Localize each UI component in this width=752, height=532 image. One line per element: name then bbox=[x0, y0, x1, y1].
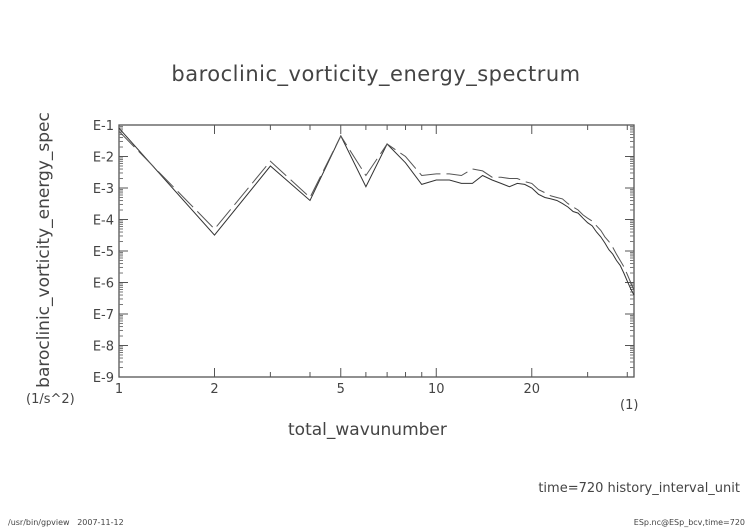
y-tick-label: E-8 bbox=[93, 340, 114, 355]
y-tick-label: E-4 bbox=[93, 214, 114, 229]
plot-frame bbox=[118, 124, 635, 378]
x-axis-label: total_wavunumber bbox=[288, 420, 447, 440]
chart-title: baroclinic_vorticity_energy_spectrum bbox=[171, 62, 581, 86]
x-tick-label: 20 bbox=[523, 382, 540, 397]
footer-left: /usr/bin/gpview 2007-11-12 bbox=[8, 518, 124, 527]
x-tick-label: 1 bbox=[115, 382, 123, 397]
y-tick-label: E-6 bbox=[93, 277, 114, 292]
series-line-solid bbox=[118, 127, 635, 296]
series-line-dashed bbox=[118, 130, 635, 291]
y-axis-label: baroclinic_vorticity_energy_spec bbox=[34, 112, 54, 388]
y-tick-label: E-7 bbox=[93, 308, 114, 323]
y-axis-unit: (1/s^2) bbox=[26, 392, 75, 407]
y-tick-label: E-5 bbox=[93, 245, 114, 260]
y-tick-label: E-2 bbox=[93, 151, 114, 166]
y-tick-label: E-9 bbox=[93, 371, 114, 386]
y-tick-label: E-3 bbox=[93, 182, 114, 197]
x-tick-label: 2 bbox=[210, 382, 218, 397]
x-tick-label: 5 bbox=[337, 382, 345, 397]
y-tick-label: E-1 bbox=[93, 119, 114, 134]
x-axis-unit: (1) bbox=[620, 398, 639, 413]
footer-right: ESp.nc@ESp_bcv,time=720 bbox=[633, 518, 745, 527]
x-tick-label: 10 bbox=[428, 382, 445, 397]
time-annotation: time=720 history_interval_unit bbox=[538, 481, 740, 496]
